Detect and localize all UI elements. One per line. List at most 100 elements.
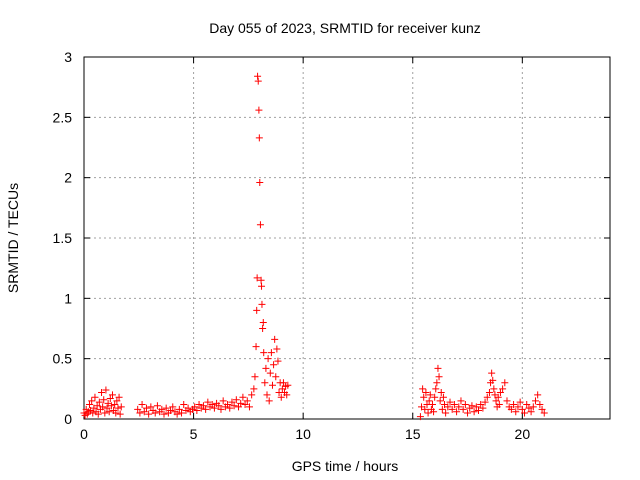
data-point: [136, 409, 144, 417]
y-tick-label: 0.5: [53, 351, 73, 367]
data-point: [431, 393, 439, 401]
y-axis-label: SRMTID / TECUs: [5, 183, 21, 293]
grid-lines: [84, 57, 610, 419]
data-point: [260, 349, 268, 357]
data-point: [267, 349, 275, 357]
data-point: [428, 401, 436, 409]
data-point: [259, 325, 267, 332]
plot-frame: [83, 56, 611, 420]
data-point: [538, 405, 546, 413]
data-point: [88, 397, 96, 405]
y-tick-label: 0: [64, 411, 72, 427]
data-point: [239, 393, 247, 401]
data-point: [268, 381, 276, 389]
data-point: [208, 401, 216, 409]
data-point: [100, 396, 108, 404]
data-point: [202, 405, 210, 413]
data-point: [160, 410, 168, 418]
data-point: [95, 398, 103, 406]
data-point: [93, 402, 101, 410]
data-point: [263, 391, 271, 399]
data-point: [113, 397, 121, 405]
data-point: [442, 409, 450, 417]
data-point: [262, 364, 270, 372]
data-point: [116, 410, 124, 418]
data-point: [224, 401, 232, 409]
data-point: [527, 408, 535, 416]
data-point: [153, 402, 161, 410]
data-point: [173, 410, 181, 418]
data-point: [112, 409, 120, 417]
data-point: [273, 345, 281, 353]
x-tick-label: 0: [80, 426, 88, 442]
data-point: [243, 397, 251, 405]
x-tick-label: 20: [515, 426, 531, 442]
data-point: [436, 397, 444, 405]
data-point: [424, 409, 432, 417]
data-point: [525, 404, 533, 412]
data-point: [199, 402, 207, 410]
data-point: [501, 379, 509, 387]
axis-ticks: [83, 56, 610, 420]
data-point: [228, 398, 236, 406]
data-point: [115, 393, 123, 401]
data-point: [472, 403, 480, 411]
data-point: [283, 391, 291, 399]
data-point: [158, 405, 166, 413]
data-point: [531, 397, 539, 405]
data-point: [279, 379, 287, 387]
data-point: [106, 394, 114, 402]
data-point: [217, 405, 225, 413]
data-point: [103, 404, 111, 412]
data-point: [94, 410, 102, 418]
data-point: [477, 401, 485, 409]
data-point: [489, 376, 497, 384]
data-point: [485, 388, 493, 396]
data-point: [272, 373, 280, 381]
data-point: [258, 282, 266, 290]
data-point: [180, 401, 188, 409]
data-point: [254, 77, 262, 85]
data-point: [111, 401, 119, 409]
data-point: [514, 403, 522, 411]
data-point: [117, 403, 125, 411]
data-point: [219, 397, 227, 405]
data-point: [134, 405, 142, 413]
data-point: [459, 405, 467, 413]
x-tick-label: 10: [295, 426, 311, 442]
data-point: [235, 403, 243, 411]
data-point: [99, 403, 107, 411]
data-point: [510, 401, 518, 409]
y-tick-label: 1.5: [53, 230, 73, 246]
data-point: [503, 397, 511, 405]
data-point: [175, 405, 183, 413]
y-tick-label: 3: [64, 49, 72, 65]
data-point: [523, 401, 531, 409]
data-point: [204, 398, 212, 406]
data-point: [536, 401, 544, 409]
data-point: [439, 393, 447, 401]
data-point: [421, 405, 429, 413]
data-point: [448, 405, 456, 413]
data-point: [496, 388, 504, 396]
x-tick-labels: 0 5 10 15 20: [80, 426, 530, 442]
data-point: [453, 408, 461, 416]
data-point: [142, 404, 150, 412]
data-point: [259, 318, 267, 326]
data-point: [470, 408, 478, 416]
data-point: [494, 393, 502, 401]
data-point: [271, 335, 279, 343]
data-point: [461, 401, 469, 409]
data-point: [479, 404, 487, 412]
data-point: [251, 373, 259, 381]
data-point: [481, 398, 489, 406]
data-point: [256, 178, 264, 186]
chart-title: Day 055 of 2023, SRMTID for receiver kun…: [209, 20, 481, 36]
data-point: [253, 306, 261, 314]
data-point: [455, 403, 463, 411]
data-point: [85, 401, 93, 409]
data-point: [444, 403, 452, 411]
data-point: [468, 402, 476, 410]
data-point: [114, 404, 122, 412]
data-point: [495, 401, 503, 409]
